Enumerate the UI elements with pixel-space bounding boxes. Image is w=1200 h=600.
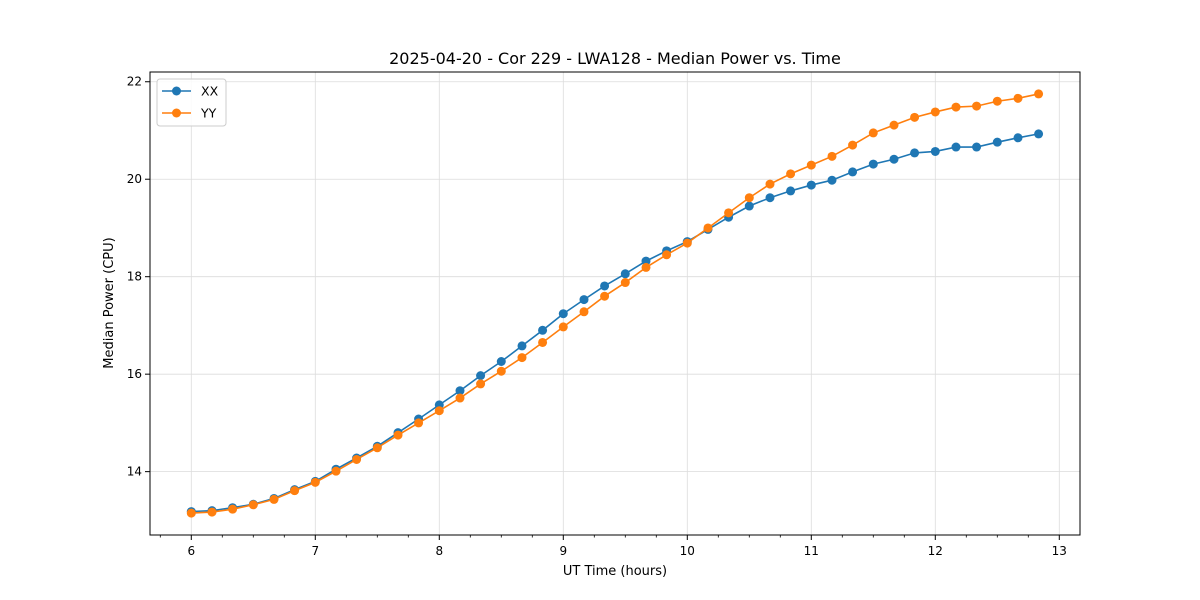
legend-label-xx: XX: [201, 84, 219, 99]
x-tick-label: 8: [435, 544, 443, 558]
data-point-xx: [579, 295, 589, 305]
data-point-yy: [765, 179, 775, 189]
data-point-yy: [786, 169, 796, 179]
data-point-yy: [951, 102, 961, 112]
chart-title: 2025-04-20 - Cor 229 - LWA128 - Median P…: [389, 49, 841, 68]
data-point-xx: [806, 180, 816, 190]
data-point-yy: [434, 406, 444, 416]
data-point-yy: [620, 278, 630, 288]
data-point-yy: [600, 291, 610, 301]
data-point-xx: [538, 325, 548, 335]
data-point-xx: [496, 356, 506, 366]
data-point-xx: [558, 309, 568, 319]
x-tick-label: 6: [187, 544, 195, 558]
y-tick-label: 18: [127, 270, 142, 284]
data-point-xx: [476, 371, 486, 381]
plot-frame: [149, 71, 1081, 536]
data-point-yy: [331, 466, 341, 476]
x-tick-label: 13: [1052, 544, 1067, 558]
data-point-yy: [868, 128, 878, 138]
data-point-yy: [848, 140, 858, 150]
data-point-yy: [827, 151, 837, 161]
y-tick-label: 22: [127, 75, 142, 89]
data-point-yy: [207, 507, 217, 517]
data-point-yy: [724, 208, 734, 218]
data-point-yy: [228, 504, 238, 514]
data-point-xx: [992, 137, 1002, 147]
data-point-xx: [951, 142, 961, 152]
data-point-yy: [703, 223, 713, 233]
legend-marker-yy: [172, 108, 181, 118]
data-point-yy: [992, 96, 1002, 106]
data-point-yy: [930, 107, 940, 117]
x-axis-label: UT Time (hours): [563, 564, 667, 579]
data-point-xx: [786, 186, 796, 196]
y-axis-label: Median Power (CPU): [102, 237, 117, 368]
data-point-yy: [1034, 89, 1044, 99]
y-tick-label: 20: [127, 172, 142, 186]
data-point-yy: [641, 262, 651, 272]
x-tick-label: 12: [928, 544, 943, 558]
tick-layer: 6 7 8 9 10 11 12 13 14 16 18 20 22: [127, 75, 1067, 558]
y-tick-label: 16: [127, 367, 142, 381]
data-point-yy: [972, 101, 982, 111]
data-point-yy: [352, 454, 362, 464]
data-point-yy: [476, 379, 486, 389]
legend-marker-xx: [172, 86, 181, 96]
data-point-xx: [889, 154, 899, 164]
series-layer: [186, 89, 1044, 518]
data-point-yy: [393, 430, 403, 440]
x-tick-label: 9: [559, 544, 567, 558]
data-point-yy: [579, 307, 589, 317]
data-point-xx: [620, 269, 630, 279]
data-point-yy: [538, 337, 548, 347]
data-point-yy: [558, 322, 568, 332]
data-point-xx: [600, 281, 610, 291]
grid-layer: [150, 72, 1080, 535]
data-point-yy: [372, 443, 382, 453]
data-point-yy: [910, 112, 920, 122]
data-point-xx: [517, 341, 527, 351]
data-point-yy: [889, 120, 899, 130]
data-point-yy: [496, 366, 506, 376]
data-point-yy: [1013, 93, 1023, 103]
data-point-yy: [662, 250, 672, 260]
data-point-yy: [414, 418, 424, 428]
data-point-yy: [682, 238, 692, 248]
data-point-yy: [744, 193, 754, 203]
data-point-yy: [186, 508, 196, 518]
legend: XX YY: [156, 78, 227, 127]
data-point-xx: [641, 256, 651, 266]
data-point-xx: [972, 142, 982, 152]
x-tick-label: 7: [311, 544, 319, 558]
data-point-xx: [1013, 133, 1023, 143]
data-point-xx: [910, 148, 920, 158]
y-tick-label: 14: [127, 465, 142, 479]
data-point-xx: [868, 159, 878, 169]
data-point-yy: [269, 494, 279, 504]
data-point-yy: [310, 477, 320, 487]
data-point-yy: [517, 353, 527, 363]
data-point-xx: [765, 193, 775, 203]
data-point-yy: [248, 500, 258, 510]
data-point-xx: [930, 146, 940, 156]
data-point-xx: [827, 175, 837, 185]
data-point-yy: [290, 486, 300, 496]
x-tick-label: 11: [804, 544, 819, 558]
data-point-xx: [1034, 129, 1044, 139]
data-point-xx: [455, 386, 465, 396]
x-tick-label: 10: [680, 544, 695, 558]
data-point-yy: [806, 160, 816, 170]
data-point-yy: [455, 393, 465, 403]
data-point-xx: [848, 167, 858, 177]
data-point-xx: [744, 201, 754, 211]
legend-label-yy: YY: [200, 106, 217, 121]
